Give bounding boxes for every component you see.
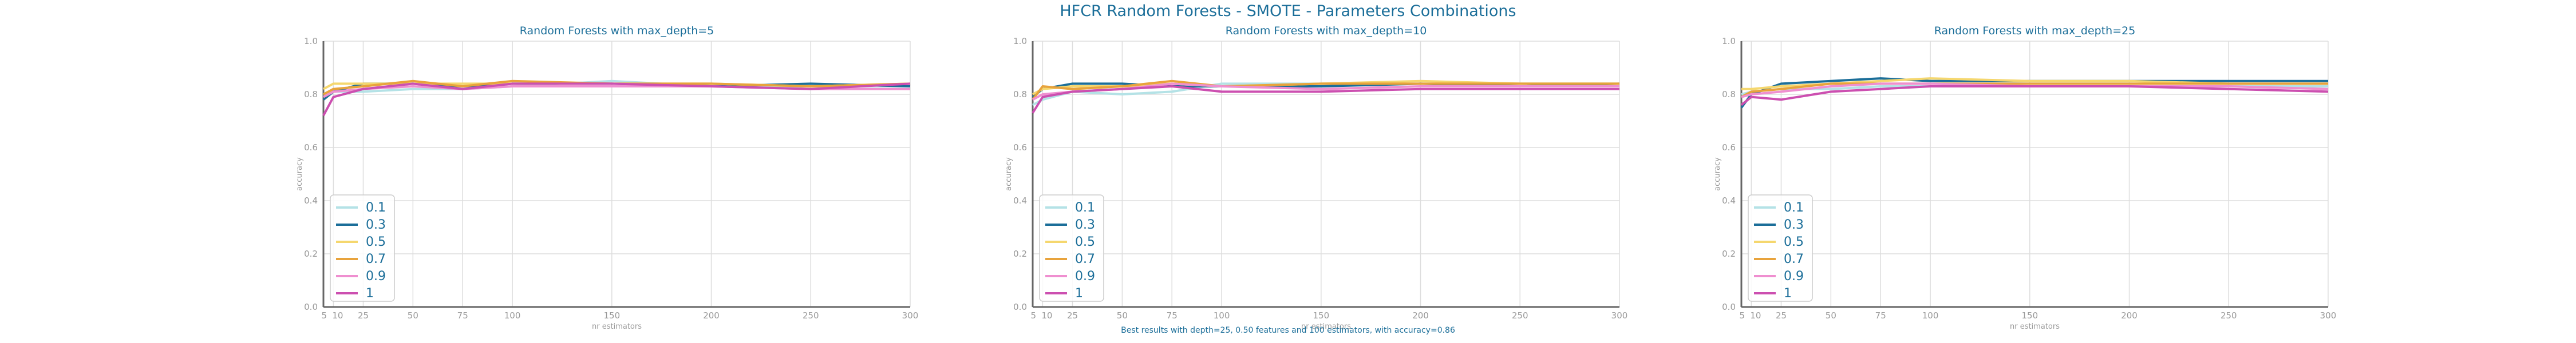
legend-label: 0.7 <box>1784 252 1804 266</box>
x-tick-label: 5 <box>321 310 327 321</box>
legend-label: 0.9 <box>1075 269 1095 284</box>
x-tick-label: 200 <box>1412 310 1429 321</box>
series-line-1 <box>322 82 911 117</box>
legend-label: 0.1 <box>1784 201 1804 215</box>
y-tick-label: 0.0 <box>304 302 318 312</box>
x-tick-label: 75 <box>1167 310 1178 321</box>
y-axis-label: accuracy <box>1713 157 1722 191</box>
x-axis-label: nr estimators <box>2010 322 2060 331</box>
x-tick-label: 250 <box>2221 310 2237 321</box>
y-tick-label: 0.8 <box>1013 89 1027 99</box>
x-tick-label: 300 <box>2320 310 2337 321</box>
legend-label: 0.1 <box>1075 201 1095 215</box>
y-tick-label: 0.4 <box>1722 196 1736 206</box>
legend-label: 0.3 <box>1784 218 1804 232</box>
x-tick-label: 50 <box>408 310 418 321</box>
x-tick-label: 250 <box>1512 310 1528 321</box>
panel-title: Random Forests with max_depth=25 <box>1934 25 2136 37</box>
legend-label: 0.3 <box>1075 218 1095 232</box>
x-tick-label: 100 <box>1214 310 1230 321</box>
x-tick-label: 25 <box>1776 310 1787 321</box>
x-tick-label: 250 <box>803 310 819 321</box>
x-tick-label: 150 <box>1313 310 1329 321</box>
chart-panel-3: 0.0 0.2 0.4 0.6 0.8 1.0 5 10 25 50 75 100 150 200 250 3… <box>1713 25 2336 331</box>
y-tick-label: 1.0 <box>1722 36 1736 46</box>
y-tick-label: 0.6 <box>1013 142 1027 153</box>
chart-panel-2: 0.0 0.2 0.4 0.6 0.8 1.0 5 10 25 50 75 100 150 200 250 3… <box>1005 25 1627 331</box>
x-tick-label: 150 <box>603 310 620 321</box>
x-tick-label: 10 <box>1750 310 1761 321</box>
series-line-0_3 <box>1032 82 1620 98</box>
y-tick-label: 0.2 <box>304 249 318 259</box>
legend-label: 0.9 <box>1784 269 1804 284</box>
y-tick-label: 1.0 <box>1013 36 1027 46</box>
x-tick-label: 75 <box>457 310 468 321</box>
x-axis-label: nr estimators <box>1301 322 1351 331</box>
x-tick-label: 300 <box>902 310 919 321</box>
y-tick-label: 0.2 <box>1013 249 1027 259</box>
series-line-0_9 <box>1032 82 1619 101</box>
x-tick-label: 200 <box>2121 310 2138 321</box>
best-results-note: Best results with depth=25, 0.50 feature… <box>1121 326 1455 335</box>
series-line-1 <box>1032 85 1619 114</box>
y-tick-label: 1.0 <box>304 36 318 46</box>
x-tick-label: 100 <box>1922 310 1939 321</box>
y-tick-label: 0.4 <box>1013 196 1027 206</box>
y-tick-label: 0.0 <box>1722 302 1736 312</box>
x-tick-label: 150 <box>2021 310 2038 321</box>
figure-title: HFCR Random Forests - SMOTE - Parameters… <box>1060 2 1516 20</box>
y-tick-label: 0.4 <box>304 196 318 206</box>
legend-box <box>1748 194 1813 302</box>
series-line-0_7 <box>1032 79 1619 101</box>
legend-label: 1 <box>366 286 374 301</box>
x-tick-label: 10 <box>1041 310 1052 321</box>
x-tick-label: 50 <box>1826 310 1836 321</box>
x-tick-label: 25 <box>358 310 369 321</box>
series-line-1 <box>1740 85 2329 106</box>
chart-panel-1: 0.0 0.2 0.4 0.6 0.8 1.0 5 10 25 50 75 100 150 200 250 3… <box>295 25 918 331</box>
legend-label: 0.7 <box>366 252 386 266</box>
y-tick-label: 0.8 <box>1722 89 1736 99</box>
series-line-0_7 <box>323 79 911 95</box>
legend-label: 0.9 <box>366 269 386 284</box>
panel-title: Random Forests with max_depth=5 <box>520 25 714 37</box>
y-axis-label: accuracy <box>295 157 304 191</box>
x-tick-label: 300 <box>1611 310 1628 321</box>
x-tick-label: 5 <box>1739 310 1745 321</box>
x-tick-label: 5 <box>1030 310 1036 321</box>
legend-label: 1 <box>1784 286 1792 301</box>
y-tick-label: 0.8 <box>304 89 318 99</box>
legend-label: 0.5 <box>1075 235 1095 249</box>
legend-box <box>330 194 395 302</box>
x-tick-label: 100 <box>504 310 521 321</box>
legend-label: 0.7 <box>1075 252 1095 266</box>
y-tick-label: 0.6 <box>304 142 318 153</box>
y-tick-label: 0.0 <box>1013 302 1027 312</box>
y-axis-label: accuracy <box>1005 157 1013 191</box>
legend-label: 0.1 <box>366 201 386 215</box>
x-tick-label: 200 <box>703 310 720 321</box>
legend-label: 0.3 <box>366 218 386 232</box>
y-tick-label: 0.2 <box>1722 249 1736 259</box>
legend-label: 1 <box>1075 286 1083 301</box>
x-tick-label: 75 <box>1875 310 1886 321</box>
x-tick-label: 50 <box>1117 310 1128 321</box>
x-tick-label: 10 <box>332 310 343 321</box>
x-axis-label: nr estimators <box>592 322 642 331</box>
series-line-0_9 <box>1741 82 2329 98</box>
legend-box <box>1039 194 1104 302</box>
y-tick-label: 0.6 <box>1722 142 1736 153</box>
x-tick-label: 25 <box>1067 310 1078 321</box>
legend-label: 0.5 <box>366 235 386 249</box>
panel-title: Random Forests with max_depth=10 <box>1226 25 1427 37</box>
legend-label: 0.5 <box>1784 235 1804 249</box>
series-line-0_5 <box>1741 77 2328 90</box>
